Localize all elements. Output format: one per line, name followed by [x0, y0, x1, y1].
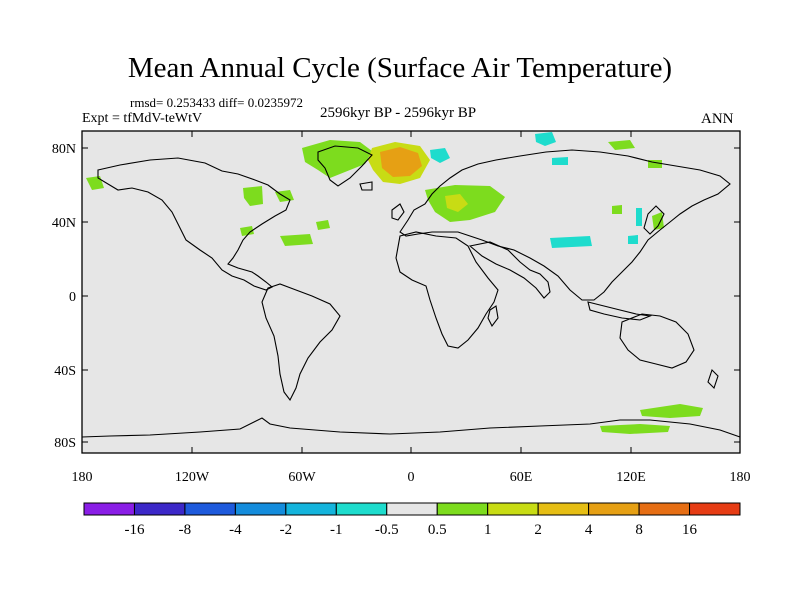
colorbar-swatch [537, 502, 590, 516]
anomaly-asia-small [612, 205, 622, 214]
colorbar-label: 2 [534, 522, 542, 538]
lat-tick-label: 80N [52, 142, 76, 157]
experiment-label: Expt = tfMdV-teWtV [82, 111, 203, 126]
anomaly-greenland [302, 140, 372, 178]
anomaly-regions [86, 132, 703, 434]
coast-south-asia [468, 241, 551, 299]
colorbar-label: 16 [682, 522, 698, 538]
colorbar-label: -0.5 [375, 522, 399, 538]
lon-tick-label: 60E [510, 470, 533, 485]
colorbar-swatch [386, 502, 438, 516]
colorbar-swatch [83, 502, 135, 516]
map-background [82, 131, 740, 453]
latitude-axis: 80N 40N 0 40S 80S [52, 142, 740, 451]
colorbar-label: -4 [229, 522, 242, 538]
coast-africa [395, 231, 499, 349]
colorbar-swatch [689, 502, 741, 516]
anomaly-europe-yellow [445, 194, 468, 212]
coast-new-zealand [707, 368, 719, 390]
period-label: 2596kyr BP - 2596kyr BP [320, 105, 477, 121]
coast-british-isles [391, 203, 405, 221]
anomaly-arctic-negative [535, 132, 556, 146]
anomaly-japan-positive [652, 212, 664, 230]
coast-australia [619, 313, 695, 369]
season-label: ANN [701, 111, 734, 127]
colorbar-swatch [436, 502, 489, 516]
anomaly-arctic-positive [608, 140, 635, 150]
anomaly-north-atlantic [280, 234, 313, 246]
anomaly-us-east [240, 226, 254, 236]
colorbar-swatch [588, 502, 640, 516]
colorbar-label: -8 [179, 522, 192, 538]
colorbar-swatch [184, 502, 236, 516]
colorbar-swatch [487, 502, 539, 516]
coast-eurasia [399, 149, 731, 301]
plot-title: Mean Annual Cycle (Surface Air Temperatu… [127, 52, 673, 84]
lon-tick-label: 120E [616, 470, 646, 485]
anomaly-atlantic-small [316, 220, 330, 230]
colorbar-label: -2 [280, 522, 293, 538]
lon-tick-label: 60W [288, 470, 316, 485]
anomaly-siberia-negative [552, 157, 568, 165]
colorbar: -16 -8 -4 -2 -1 -0.5 0.5 1 2 4 8 16 [83, 502, 741, 538]
anomaly-norwegian-sea-orange [380, 147, 422, 177]
anomaly-antarctica-east [640, 404, 703, 418]
colorbar-swatch [234, 502, 287, 516]
colorbar-swatch [133, 502, 186, 516]
lon-tick-label: 0 [408, 470, 415, 485]
anomaly-asia-negative [550, 236, 592, 248]
lon-tick-label: 180 [72, 470, 93, 485]
lon-tick-label: 120W [175, 470, 210, 485]
colorbar-label: 1 [484, 522, 492, 538]
colorbar-swatch [335, 502, 388, 516]
colorbar-label: -1 [330, 522, 343, 538]
lat-tick-label: 40S [54, 364, 76, 379]
coast-greenland [317, 145, 373, 187]
coast-madagascar [487, 305, 499, 328]
coast-north-america [97, 157, 291, 291]
anomaly-canada [243, 186, 263, 206]
stats-label: rmsd= 0.253433 diff= 0.0235972 [130, 95, 303, 110]
anomaly-antarctica-coast [600, 424, 670, 434]
colorbar-label: 4 [585, 522, 593, 538]
coastlines [81, 145, 741, 438]
lon-tick-label: 180 [730, 470, 751, 485]
longitude-axis: 180 120W 60W 0 60E 120E 180 [72, 131, 751, 485]
colorbar-label: -16 [124, 522, 144, 538]
coast-south-america [261, 283, 341, 402]
colorbar-swatch [638, 502, 691, 516]
anomaly-barents-negative [430, 148, 450, 163]
lat-tick-label: 80S [54, 436, 76, 451]
lat-tick-label: 40N [52, 216, 76, 231]
coast-antarctica [81, 417, 741, 438]
colorbar-label: 8 [635, 522, 643, 538]
colorbar-label: 0.5 [428, 522, 447, 538]
lat-tick-label: 0 [69, 290, 76, 305]
coast-iceland [359, 181, 373, 191]
anomaly-japan-negative [636, 208, 642, 226]
coast-indonesia [587, 301, 653, 321]
colorbar-swatch [285, 502, 337, 516]
coast-japan [643, 205, 665, 235]
anomaly-korea-negative [628, 235, 638, 244]
